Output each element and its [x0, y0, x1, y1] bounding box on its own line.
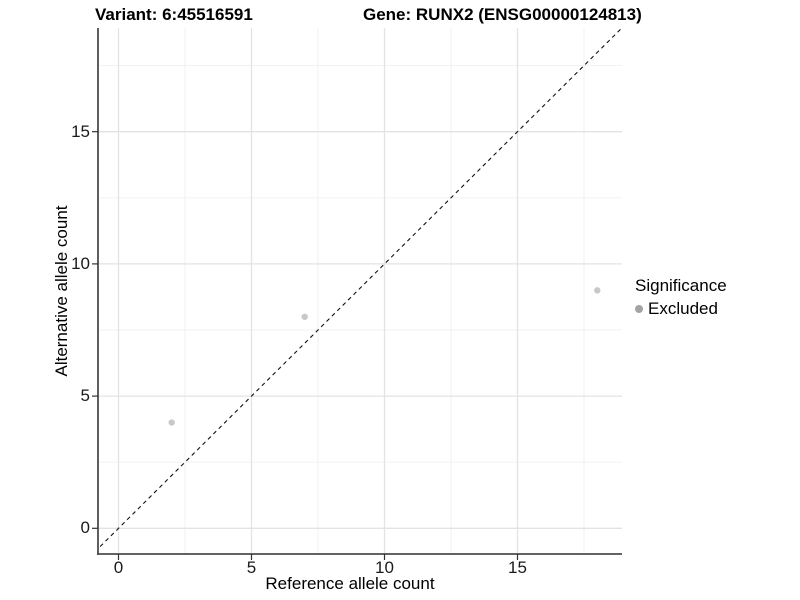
y-tick-label: 15	[71, 121, 90, 141]
legend-entry-excluded: Excluded	[635, 299, 727, 319]
data-point	[301, 313, 308, 320]
y-tick-label: 5	[80, 386, 90, 406]
y-tick-label: 10	[71, 253, 90, 273]
x-tick-label: 15	[508, 558, 527, 577]
plot-title-variant: Variant: 6:45516591	[95, 5, 253, 24]
plot-title-gene: Gene: RUNX2 (ENSG00000124813)	[363, 5, 642, 24]
data-point	[594, 287, 601, 294]
x-axis-title: Reference allele count	[265, 574, 435, 593]
legend-title: Significance	[635, 276, 727, 295]
legend-key-dot	[635, 305, 643, 313]
legend-entry-label: Excluded	[648, 299, 718, 318]
y-axis-title: Alternative allele count	[52, 205, 71, 377]
y-tick-label: 0	[80, 518, 90, 538]
data-point	[168, 419, 175, 426]
x-tick-label: 10	[375, 558, 394, 577]
x-tick-label: 5	[246, 558, 257, 577]
identity-line	[98, 28, 622, 550]
legend: Significance Excluded	[635, 276, 727, 319]
x-tick-label: 0	[113, 558, 124, 577]
